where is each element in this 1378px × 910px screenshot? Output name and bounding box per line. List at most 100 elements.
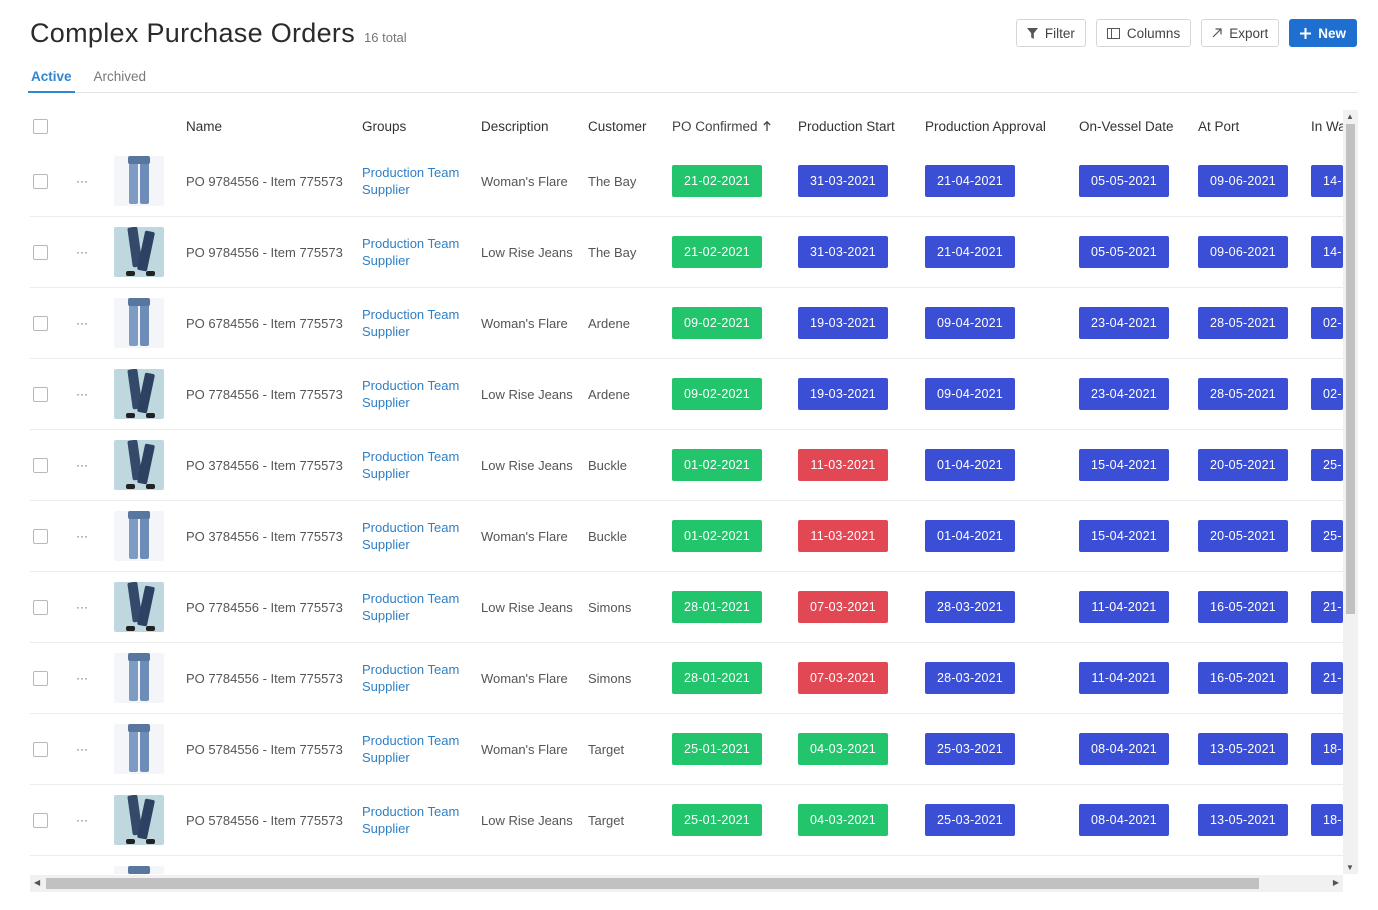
more-options-icon[interactable]: ··· [76,316,88,330]
row-checkbox[interactable] [33,173,48,189]
column-header-production-start[interactable]: Production Start [798,118,895,134]
more-options-icon[interactable]: ··· [76,813,88,827]
horizontal-scroll-thumb[interactable] [46,878,1259,889]
on-vessel-date-badge[interactable]: 23-04-2021 [1079,307,1169,339]
production-start-badge[interactable]: 11-03-2021 [798,449,888,481]
product-thumbnail[interactable] [114,866,164,874]
scroll-left-icon[interactable]: ◀ [34,878,41,887]
order-name[interactable]: PO 3784556 - Item 775573 [186,457,343,473]
table-row[interactable]: ··· PO 9784556 - Item 775573 Production Te… [30,217,1343,288]
production-approval-badge[interactable]: 09-04-2021 [925,378,1015,410]
product-thumbnail[interactable] [114,369,164,419]
in-warehouse-badge[interactable]: 21- [1311,662,1343,694]
column-header-description[interactable]: Description [481,118,549,134]
group-link-production-team[interactable]: Production Team [362,307,460,322]
group-link-production-team[interactable]: Production Team [362,449,460,464]
vertical-scrollbar[interactable]: ▲ ▼ [1343,110,1358,874]
table-row[interactable]: ··· PO 5784556 - Item 775573 Production Te… [30,714,1343,785]
order-name[interactable]: PO 7784556 - Item 775573 [186,386,343,402]
more-options-icon[interactable]: ··· [76,671,88,685]
product-thumbnail[interactable] [114,227,164,277]
more-options-icon[interactable]: ··· [76,387,88,401]
product-thumbnail[interactable] [114,582,164,632]
order-name[interactable]: PO 7784556 - Item 775573 [186,670,343,686]
production-approval-badge[interactable]: 21-04-2021 [925,236,1015,268]
production-start-badge[interactable]: 19-03-2021 [798,307,888,339]
on-vessel-date-badge[interactable]: 11-04-2021 [1079,662,1169,694]
row-checkbox[interactable] [33,670,48,686]
order-name[interactable]: PO 3784556 - Item 775573 [186,528,343,544]
at-port-badge[interactable]: 09-06-2021 [1198,236,1288,268]
product-thumbnail[interactable] [114,156,164,206]
product-thumbnail[interactable] [114,440,164,490]
on-vessel-date-badge[interactable]: 11-04-2021 [1079,591,1169,623]
group-link-production-team[interactable]: Production Team [362,520,460,535]
group-link-supplier[interactable]: Supplier [362,253,410,268]
group-link-supplier[interactable]: Supplier [362,466,410,481]
production-approval-badge[interactable]: 25-03-2021 [925,733,1015,765]
column-header-name[interactable]: Name [186,118,223,134]
production-start-badge[interactable]: 19-03-2021 [798,378,888,410]
at-port-badge[interactable]: 09-06-2021 [1198,165,1288,197]
production-approval-badge[interactable]: 01-04-2021 [925,449,1015,481]
table-row[interactable]: ··· PO 3784556 - Item 775573 Production Te… [30,501,1343,572]
production-start-badge[interactable]: 07-03-2021 [798,662,888,694]
po-confirmed-badge[interactable]: 25-01-2021 [672,804,762,836]
table-row[interactable]: ··· PO 7784556 - Item 775573 Production Te… [30,359,1343,430]
production-start-badge[interactable]: 11-03-2021 [798,520,888,552]
product-thumbnail[interactable] [114,724,164,774]
on-vessel-date-badge[interactable]: 08-04-2021 [1079,733,1169,765]
on-vessel-date-badge[interactable]: 23-04-2021 [1079,378,1169,410]
at-port-badge[interactable]: 13-05-2021 [1198,733,1288,765]
group-link-supplier[interactable]: Supplier [362,395,410,410]
on-vessel-date-badge[interactable]: 08-04-2021 [1079,804,1169,836]
production-start-badge[interactable]: 31-03-2021 [798,236,888,268]
group-link-production-team[interactable]: Production Team [362,165,460,180]
at-port-badge[interactable]: 28-05-2021 [1198,307,1288,339]
more-options-icon[interactable]: ··· [76,458,88,472]
group-link-supplier[interactable]: Supplier [362,608,410,623]
row-checkbox[interactable] [33,315,48,331]
product-thumbnail[interactable] [114,653,164,703]
at-port-badge[interactable]: 20-05-2021 [1198,520,1288,552]
production-start-badge[interactable]: 04-03-2021 [798,804,888,836]
column-header-production-approval[interactable]: Production Approval [925,118,1046,134]
table-row[interactable]: ··· [30,856,1343,874]
order-name[interactable]: PO 9784556 - Item 775573 [186,173,343,189]
column-header-in-warehouse[interactable]: In Wa [1311,118,1343,134]
product-thumbnail[interactable] [114,795,164,845]
po-confirmed-badge[interactable]: 01-02-2021 [672,449,762,481]
po-confirmed-badge[interactable]: 28-01-2021 [672,662,762,694]
order-name[interactable]: PO 6784556 - Item 775573 [186,315,343,331]
order-name[interactable]: PO 5784556 - Item 775573 [186,812,343,828]
production-start-badge[interactable]: 04-03-2021 [798,733,888,765]
production-start-badge[interactable]: 31-03-2021 [798,165,888,197]
on-vessel-date-badge[interactable]: 15-04-2021 [1079,520,1169,552]
in-warehouse-badge[interactable]: 21- [1311,591,1343,623]
column-header-at-port[interactable]: At Port [1198,118,1240,134]
po-confirmed-badge[interactable]: 09-02-2021 [672,307,762,339]
at-port-badge[interactable]: 20-05-2021 [1198,449,1288,481]
more-options-icon[interactable]: ··· [76,245,88,259]
at-port-badge[interactable]: 28-05-2021 [1198,378,1288,410]
tab-active[interactable]: Active [28,64,75,93]
tab-archived[interactable]: Archived [93,69,147,84]
production-approval-badge[interactable]: 21-04-2021 [925,165,1015,197]
in-warehouse-badge[interactable]: 02- [1311,378,1343,410]
at-port-badge[interactable]: 16-05-2021 [1198,591,1288,623]
in-warehouse-badge[interactable]: 14- [1311,165,1343,197]
select-all-checkbox[interactable] [33,118,48,134]
at-port-badge[interactable]: 13-05-2021 [1198,804,1288,836]
production-approval-badge[interactable]: 25-03-2021 [925,804,1015,836]
export-button[interactable]: Export [1201,19,1280,47]
order-name[interactable]: PO 7784556 - Item 775573 [186,599,343,615]
on-vessel-date-badge[interactable]: 05-05-2021 [1079,165,1169,197]
production-approval-badge[interactable]: 28-03-2021 [925,591,1015,623]
group-link-production-team[interactable]: Production Team [362,662,460,677]
table-row[interactable]: ··· PO 3784556 - Item 775573 Production Te… [30,430,1343,501]
on-vessel-date-badge[interactable]: 15-04-2021 [1079,449,1169,481]
columns-button[interactable]: Columns [1095,19,1192,47]
production-approval-badge[interactable]: 01-04-2021 [925,520,1015,552]
group-link-production-team[interactable]: Production Team [362,236,460,251]
table-row[interactable]: ··· PO 6784556 - Item 775573 Production Te… [30,288,1343,359]
